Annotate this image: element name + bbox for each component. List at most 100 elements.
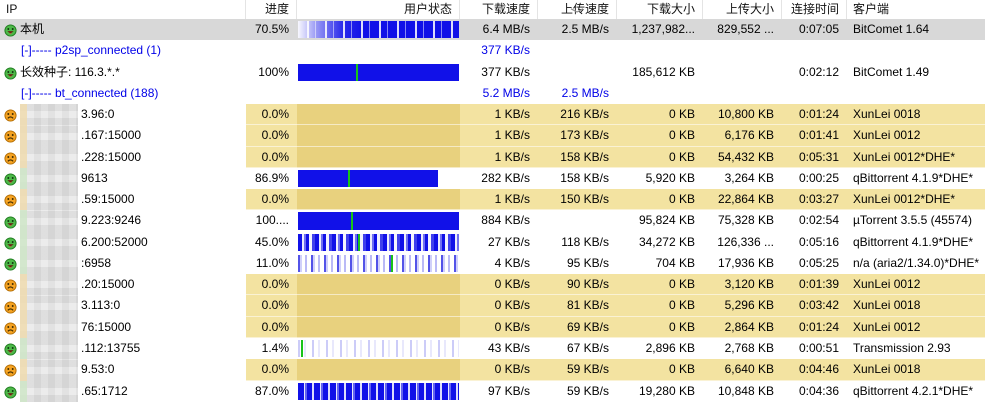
table-header: IP 进度 用户状态 下载速度 上传速度 下载大小 上传大小 连接时间 客户端 [0,0,985,19]
connect-time-cell: 0:02:54 [798,213,839,228]
header-user_status[interactable]: 用户状态 [297,0,460,19]
table-row[interactable]: [-]----- p2sp_connected (1) 377 KB/s [0,40,985,61]
download-size-cell: 0 KB [617,274,703,296]
upload-speed-cell: 150 KB/s [538,189,617,211]
table-row[interactable]: .20:15000 0.0% 0 KB/s 90 KB/s 0 KB 3,120 KB 0:… [0,274,985,296]
download-speed-cell: 1 KB/s [460,146,538,168]
header-upload_speed[interactable]: 上传速度 [538,0,617,19]
client-cell [847,40,985,61]
progress-cell: 0.0% [246,274,297,296]
upload-speed-cell: 90 KB/s [538,274,617,296]
table-row[interactable]: 9.223:9246 100.... 884 KB/s 95,824 KB 75,328… [0,210,985,232]
connect-time-cell: 0:01:24 [782,316,847,338]
table-row[interactable]: .167:15000 0.0% 1 KB/s 173 KB/s 0 KB 6,176 KB… [0,125,985,147]
client-cell: XunLei 0012*DHE* [847,189,985,211]
happy-face-icon [4,23,17,37]
upload-size-cell: 6,176 KB [703,125,782,147]
status-bar-cell [297,83,460,104]
download-size-cell: 0 KB [617,295,703,317]
blurred-ip-mask [20,146,78,168]
header-label: 进度 [264,2,289,16]
upload-size-cell: 3,120 KB [703,274,782,296]
ip-label: .228:15000 [81,149,142,164]
header-ip[interactable]: IP [0,0,246,19]
upload-size-cell [703,40,782,61]
table-row[interactable]: 3.113:0 0.0% 0 KB/s 81 KB/s 0 KB 5,296 KB 0:03… [0,295,985,317]
upload-speed-cell: 173 KB/s [538,125,617,147]
download-size-cell: 0 KB [617,125,703,147]
table-row[interactable]: .112:13755 1.4% 43 KB/s 67 KB/s 2,896 KB 2,76… [0,337,985,360]
download-speed-cell: 282 KB/s [481,170,530,185]
upload-speed-cell: 59 KB/s [566,383,609,398]
ip-cell[interactable]: [-]----- p2sp_connected (1) [0,40,246,61]
header-label: 上传速度 [560,2,609,16]
client-cell: XunLei 0012*DHE* [847,146,985,168]
table-row[interactable]: 76:15000 0.0% 0 KB/s 69 KB/s 0 KB 2,864 KB 0:0… [0,316,985,338]
upload-size-cell: 10,848 KB [717,383,774,398]
table-row[interactable]: 9613 86.9% 282 KB/s 158 KB/s 5,920 KB 3,264 K… [0,167,985,190]
download-size-cell [617,40,703,61]
progress-marker [391,254,394,273]
connect-time-cell: 0:04:36 [798,383,839,398]
ip-label: .20:15000 [81,277,135,292]
header-client[interactable]: 客户端 [847,0,985,19]
progress-bar [298,63,459,81]
table-row[interactable]: .65:1712 87.0% 97 KB/s 59 KB/s 19,280 KB 10,8… [0,380,985,402]
status-bar-cell [297,359,460,381]
table-row[interactable]: 9.53:0 0.0% 0 KB/s 59 KB/s 0 KB 6,640 KB 0:04:… [0,359,985,381]
download-speed-cell: 4 KB/s [494,255,530,270]
header-upload_size[interactable]: 上传大小 [703,0,782,19]
ip-label: .167:15000 [81,128,142,143]
ip-cell: 本机 [0,19,246,41]
progress-cell: 0.0% [246,189,297,211]
table-row[interactable]: 本机 70.5% 6.4 MB/s 2.5 MB/s 1,237,982... 829,5… [0,19,985,41]
status-bar-cell [297,295,460,317]
connect-time-cell: 0:01:24 [782,104,847,126]
table-row[interactable]: 长效种子: 116.3.*.* 100% 377 KB/s 185,612 KB 0:0… [0,62,985,83]
header-label: 客户端 [853,2,890,16]
download-size-cell: 0 KB [617,104,703,126]
upload-size-cell: 22,864 KB [703,189,782,211]
upload-speed-cell: 95 KB/s [566,255,609,270]
client-cell: XunLei 0012 [847,274,985,296]
download-speed-cell: 0 KB/s [460,295,538,317]
table-row[interactable]: .59:15000 0.0% 1 KB/s 150 KB/s 0 KB 22,864 KB… [0,189,985,211]
download-size-cell: 0 KB [617,359,703,381]
upload-speed-cell: 67 KB/s [566,340,609,355]
ip-label: 3.96:0 [81,107,115,122]
ip-label: 76:15000 [81,319,132,334]
upload-speed-cell [538,40,617,61]
table-row[interactable]: 3.96:0 0.0% 1 KB/s 216 KB/s 0 KB 10,800 KB 0:0… [0,104,985,126]
table-row[interactable]: :6958 11.0% 4 KB/s 95 KB/s 704 KB 17,936 KB 0:… [0,252,985,275]
client-cell: qBittorrent 4.2.1*DHE* [853,383,974,398]
download-speed-cell: 377 KB/s [481,64,530,79]
progress-bar [298,254,459,273]
upload-speed-cell: 81 KB/s [538,295,617,317]
header-connect_time[interactable]: 连接时间 [782,0,847,19]
header-progress[interactable]: 进度 [246,0,297,19]
progress-cell: 11.0% [255,255,289,270]
ip-cell[interactable]: [-]----- bt_connected (188) [0,83,246,104]
progress-cell: 87.0% [254,383,289,398]
ip-label: 9613 [81,170,108,185]
ip-label: .65:1712 [81,383,128,398]
sad-face-icon [4,193,17,207]
table-row[interactable]: [-]----- bt_connected (188) 5.2 MB/s 2.5 M… [0,83,985,104]
client-cell: Transmission 2.93 [853,340,951,355]
status-bar-cell [297,253,460,274]
sad-face-icon [4,300,17,314]
status-bar-cell [297,40,460,61]
progress-cell: 45.0% [254,234,289,249]
header-download_speed[interactable]: 下载速度 [460,0,538,19]
ip-cell: .112:13755 [0,337,246,360]
download-size-cell: 2,896 KB [645,340,695,355]
happy-face-icon [4,257,17,271]
header-download_size[interactable]: 下载大小 [617,0,703,19]
status-bar-cell [297,210,460,231]
upload-size-cell: 17,936 KB [717,255,774,270]
table-row[interactable]: 6.200:52000 45.0% 27 KB/s 118 KB/s 34,272 KB… [0,231,985,253]
table-row[interactable]: .228:15000 0.0% 1 KB/s 158 KB/s 0 KB 54,432 K… [0,146,985,168]
status-bar-cell [297,125,460,147]
status-bar-cell [297,232,460,253]
download-speed-cell: 1 KB/s [460,125,538,147]
